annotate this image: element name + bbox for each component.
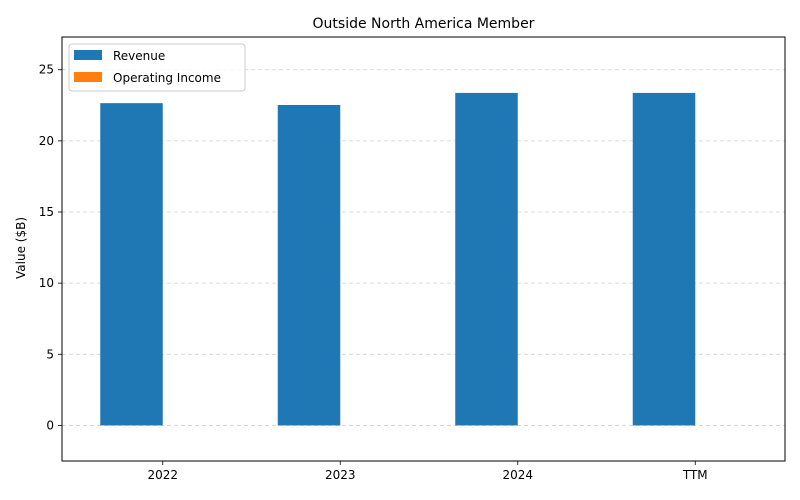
legend-label-revenue: Revenue bbox=[113, 49, 165, 63]
chart-title: Outside North America Member bbox=[313, 16, 535, 32]
legend-swatch-revenue bbox=[74, 50, 102, 60]
y-tick-label: 10 bbox=[39, 276, 54, 290]
x-tick-label: TTM bbox=[682, 468, 708, 482]
bars bbox=[100, 92, 758, 426]
legend-swatch-operating-income bbox=[74, 72, 102, 82]
y-tick-label: 15 bbox=[39, 205, 54, 219]
x-tick-label: 2024 bbox=[502, 468, 533, 482]
x-tick-label: 2022 bbox=[147, 468, 178, 482]
y-tick-label: 5 bbox=[46, 347, 54, 361]
legend: Revenue Operating Income bbox=[68, 43, 246, 92]
axes: 0 5 10 15 20 25 2022 2023 2024 TTM bbox=[39, 36, 786, 482]
legend-label-operating-income: Operating Income bbox=[113, 71, 221, 85]
y-tick-label: 20 bbox=[39, 134, 54, 148]
plot-frame bbox=[61, 36, 786, 462]
bar-revenue-2024 bbox=[455, 92, 518, 426]
y-tick-label: 25 bbox=[39, 63, 54, 77]
bar-revenue-2022 bbox=[100, 103, 163, 426]
bar-revenue-ttm bbox=[632, 92, 696, 426]
x-tick-label: 2023 bbox=[325, 468, 356, 482]
y-axis-label: Value ($B) bbox=[14, 217, 28, 279]
bar-revenue-2023 bbox=[277, 105, 341, 426]
legend-frame bbox=[68, 43, 246, 92]
y-tick-label: 0 bbox=[46, 418, 54, 432]
